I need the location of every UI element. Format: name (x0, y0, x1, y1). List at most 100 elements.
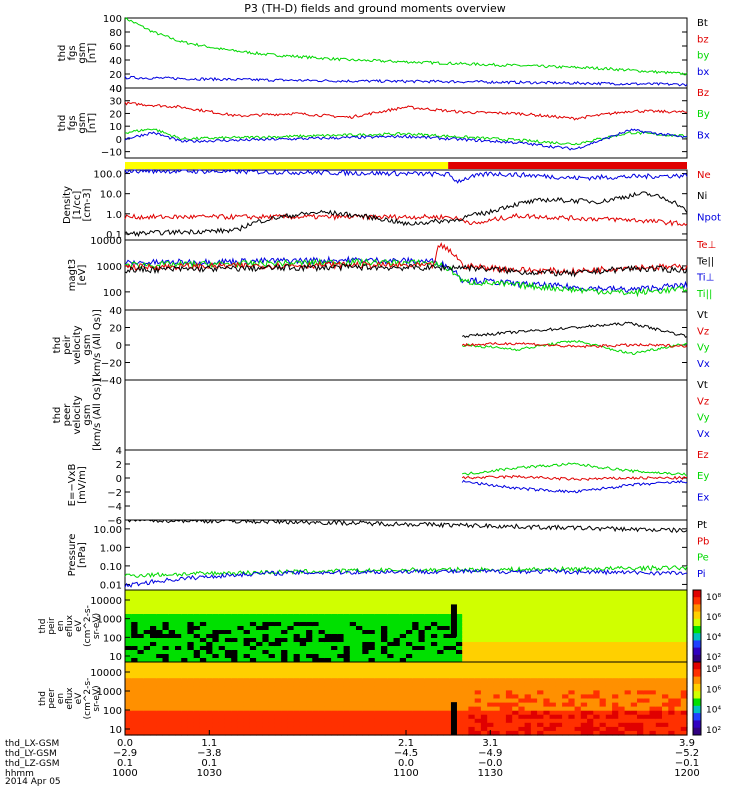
spectrogram-cell (643, 666, 651, 671)
spectrogram-cell (643, 598, 651, 603)
spectrogram-cell (162, 694, 170, 700)
spectrogram-cell (168, 610, 176, 615)
spectrogram-cell (231, 678, 238, 683)
spectrogram-cell (274, 642, 282, 647)
spectrogram-cell (474, 658, 482, 663)
spectrogram-cell (424, 670, 432, 675)
spectrogram-cell (224, 594, 232, 599)
spectrogram-cell (274, 590, 282, 595)
spectrogram-cell (175, 670, 182, 675)
spectrogram-cell (143, 714, 151, 720)
spectrogram-cell (649, 730, 657, 736)
spectrogram-cell (680, 682, 688, 687)
spectrogram-cell (256, 726, 263, 732)
spectrogram-cell (318, 618, 326, 623)
spectrogram-cell (562, 630, 569, 635)
spectrogram-cell (349, 702, 357, 708)
spectrogram-cell (599, 626, 607, 631)
spectrogram-cell (150, 610, 157, 615)
spectrogram-cell (431, 710, 438, 716)
spectrogram-cell (431, 590, 438, 595)
spectrogram-cell (580, 722, 588, 728)
spectrogram-cell (637, 686, 644, 691)
spectrogram-cell (512, 630, 519, 635)
spectrogram-cell (562, 634, 569, 639)
spectrogram-cell (493, 666, 501, 671)
spectrogram-cell (537, 726, 544, 732)
spectrogram-cell (374, 606, 382, 611)
spectrogram-cell (549, 606, 557, 611)
spectrogram-cell (568, 610, 576, 615)
spectrogram-cell (131, 638, 138, 643)
spectrogram-cell (374, 702, 382, 708)
spectrogram-cell (518, 654, 526, 659)
spectrogram-cell (549, 630, 557, 635)
spectrogram-cell (193, 718, 201, 724)
spectrogram-cell (624, 642, 632, 647)
spectrogram-cell (499, 706, 507, 712)
spectrogram-cell (143, 610, 151, 615)
spectrogram-cell (456, 690, 463, 696)
spectrogram-cell (618, 666, 626, 671)
spectrogram-cell (630, 602, 638, 607)
spectrogram-cell (505, 630, 513, 635)
spectrogram-cell (318, 714, 326, 720)
spectrogram-cell (437, 642, 444, 647)
spectrogram-cell (224, 658, 232, 663)
spectrogram-cell (562, 730, 569, 736)
spectrogram-cell (206, 622, 213, 627)
y-axis-label: gsm (82, 334, 93, 355)
spectrogram-cell (680, 674, 688, 679)
spectrogram-cell (175, 622, 182, 627)
spectrogram-cell (249, 618, 257, 623)
spectrogram-cell (518, 702, 526, 708)
spectrogram-cell (231, 610, 238, 615)
spectrogram-cell (406, 702, 413, 708)
spectrogram-cell (224, 626, 232, 631)
spectrogram-cell (593, 650, 601, 655)
spectrogram-cell (368, 674, 376, 679)
spectrogram-cell (524, 674, 532, 679)
spectrogram-cell (381, 730, 388, 736)
spectrogram-cell (268, 666, 276, 671)
spectrogram-cell (662, 630, 669, 635)
spectrogram-cell (449, 590, 457, 595)
spectrogram-cell (580, 714, 588, 720)
spectrogram-cell (312, 590, 320, 595)
spectrogram-cell (256, 654, 263, 659)
spectrogram-cell (587, 650, 594, 655)
y-axis-label: thd (52, 407, 63, 424)
spectrogram-cell (424, 650, 432, 655)
spectrogram-cell (212, 626, 220, 631)
spectrogram-cell (381, 694, 388, 700)
series-line-Bz (124, 101, 688, 121)
spectrogram-cell (143, 606, 151, 611)
spectrogram-cell (649, 622, 657, 627)
spectrogram-cell (381, 662, 388, 667)
spectrogram-cell (505, 594, 513, 599)
spectrogram-cell (605, 698, 613, 704)
spectrogram-cell (512, 634, 519, 639)
spectrogram-cell (393, 666, 401, 671)
spectrogram-cell (274, 722, 282, 728)
series-line-Ez (461, 474, 688, 481)
spectrogram-cell (187, 674, 195, 679)
spectrogram-cell (543, 706, 551, 712)
spectrogram-cell (193, 606, 201, 611)
spectrogram-cell (487, 686, 494, 691)
spectrogram-cell (299, 642, 307, 647)
spectrogram-cell (680, 590, 688, 595)
spectrogram-cell (630, 698, 638, 704)
spectrogram-cell (150, 722, 157, 728)
spectrogram-cell (156, 702, 163, 708)
spectrogram-cell (662, 670, 669, 675)
spectrogram-cell (193, 682, 201, 687)
spectrogram-cell (462, 658, 469, 663)
spectrogram-cell (449, 670, 457, 675)
spectrogram-cell (199, 606, 207, 611)
spectrogram-cell (437, 650, 444, 655)
y-tick-label: 100 (103, 288, 122, 299)
spectrogram-cell (399, 686, 407, 691)
spectrogram-cell (505, 726, 513, 732)
spectrogram-cell (224, 714, 232, 720)
